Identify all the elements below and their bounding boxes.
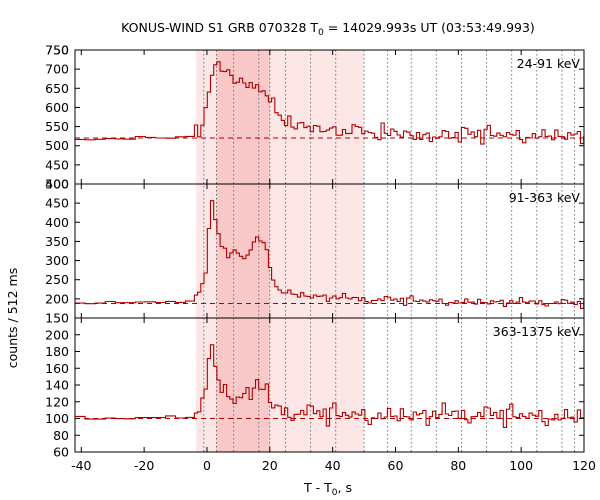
x-tick-label: 100 <box>509 458 533 473</box>
y-tick-label: 750 <box>45 43 69 58</box>
x-axis: -40 -20 0 20 40 60 80 100 120 <box>71 50 596 473</box>
energy-band-label: 363-1375 keV <box>493 324 581 339</box>
y-tick-label: 100 <box>45 411 69 426</box>
x-axis-label: T - T0, s <box>303 480 352 498</box>
y-tick-label: 140 <box>45 378 69 393</box>
x-tick-label: 80 <box>450 458 466 473</box>
y-tick-label: 450 <box>45 157 69 172</box>
y-tick-label: 550 <box>45 119 69 134</box>
chart-title-rest: = 14029.993s UT (03:53:49.993) <box>324 20 535 35</box>
y-tick-label: 350 <box>45 234 69 249</box>
y-tick-label: 400 <box>45 215 69 230</box>
light-curve-series <box>75 344 585 428</box>
vertical-marker-lines <box>203 50 575 452</box>
y-tick-label: 120 <box>45 394 69 409</box>
y-tick-label: 450 <box>45 196 69 211</box>
panel-363-1375-keV: 363-1375 keV <box>75 324 585 428</box>
y-tick-label: 700 <box>45 62 69 77</box>
y-tick-label: 150 <box>45 311 69 326</box>
x-axis-label-subscript: 0 <box>332 488 338 498</box>
panel-91-363-keV: 91-363 keV <box>75 190 585 309</box>
chart-title-main: KONUS-WIND S1 GRB 070328 T <box>121 20 318 35</box>
shaded-interval-dark <box>216 50 270 452</box>
energy-band-label: 91-363 keV <box>509 190 581 205</box>
shaded-intervals <box>195 50 365 452</box>
y-tick-label: 500 <box>45 138 69 153</box>
y-tick-label: 500 <box>45 177 69 192</box>
y-tick-label: 650 <box>45 81 69 96</box>
panel-24-91-keV: 24-91 keV <box>75 56 585 145</box>
y-tick-label: 200 <box>45 291 69 306</box>
light-curve-series <box>75 200 585 309</box>
y-tick-label: 200 <box>45 327 69 342</box>
light-curve-series <box>75 61 585 145</box>
x-tick-label: 120 <box>572 458 596 473</box>
y-tick-label-top: 750 <box>45 43 69 58</box>
x-axis-label-rest: , s <box>338 480 352 495</box>
x-tick-label: -20 <box>134 458 154 473</box>
panels: 24-91 keV 91-363 keV 363-1375 keV <box>75 56 585 428</box>
y-tick-label: 300 <box>45 253 69 268</box>
y-tick-label: 400 <box>45 177 69 192</box>
y-tick-label: 180 <box>45 344 69 359</box>
y-tick-label: 60 <box>53 445 69 460</box>
chart-title: KONUS-WIND S1 GRB 070328 T0 = 14029.993s… <box>121 20 535 38</box>
x-tick-label: -40 <box>71 458 91 473</box>
y-tick-label: 250 <box>45 272 69 287</box>
x-axis-label-main: T - T <box>303 480 332 495</box>
panel-frames: 4004505005506006507007507501502002503003… <box>45 43 585 460</box>
x-tick-label: 0 <box>203 458 211 473</box>
y-tick-label: 160 <box>45 361 69 376</box>
x-tick-label: 40 <box>325 458 341 473</box>
energy-band-label: 24-91 keV <box>517 56 581 71</box>
y-axis-label: counts / 512 ms <box>5 268 20 368</box>
y-tick-label: 80 <box>53 428 69 443</box>
x-tick-label: 20 <box>262 458 278 473</box>
chart-title-subscript: 0 <box>318 28 324 38</box>
x-tick-label: 60 <box>388 458 404 473</box>
y-tick-label: 600 <box>45 100 69 115</box>
